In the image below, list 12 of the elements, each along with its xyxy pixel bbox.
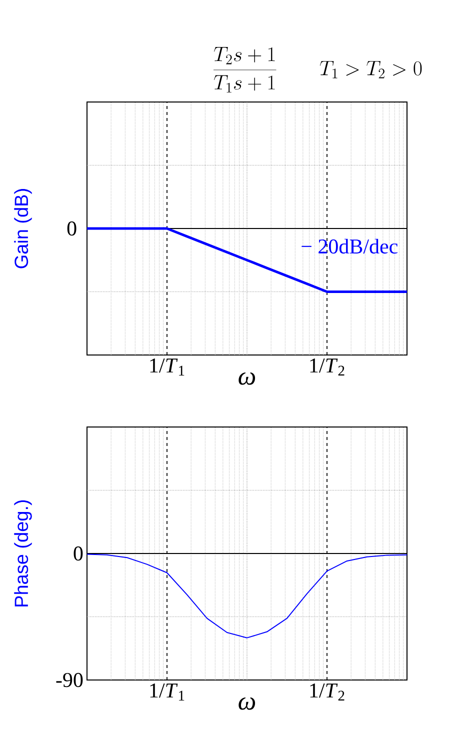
x-tick-label: 1/T$_{1}$ bbox=[150, 684, 184, 701]
x-axis-title: ω bbox=[238, 372, 256, 385]
chart-title: $\frac{T_2 s+1}{T_1 s+1}\qquad T_1>T_2>0$ bbox=[214, 47, 422, 92]
x-tick-label: 1/T$_{1}$ bbox=[150, 358, 184, 376]
line-series bbox=[86, 554, 408, 638]
y-tick-label: -90 bbox=[56, 672, 83, 688]
annotation: − 20dB/dec bbox=[302, 238, 398, 254]
y-axis-title: Gain (dB) bbox=[14, 189, 32, 268]
x-tick-label: 1/T$_{2}$ bbox=[310, 684, 344, 701]
x-tick-label: 1/T$_{2}$ bbox=[310, 358, 344, 376]
y-axis-title: Phase (deg.) bbox=[14, 500, 32, 606]
x-axis-title: ω bbox=[238, 697, 256, 710]
